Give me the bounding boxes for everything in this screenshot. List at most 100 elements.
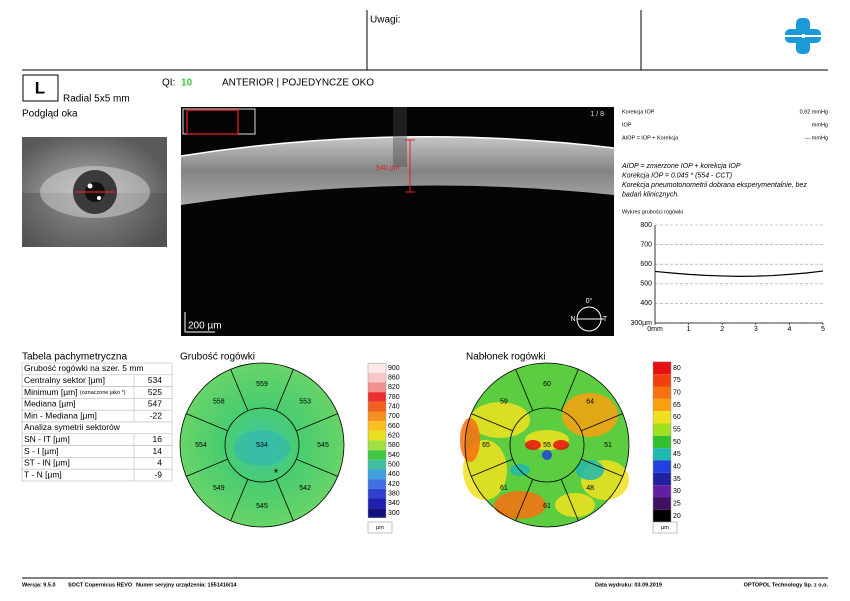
nasal: N [570,316,575,323]
scale-label: 65 [673,402,681,409]
scale-swatch [368,459,386,470]
sector-line [230,479,249,521]
sector-line [275,369,294,411]
chart-title: Wykres grubości rogówki [622,209,683,215]
scale-label: 200 µm [188,321,222,332]
sector-line [186,458,228,477]
scale-label: 780 [388,394,400,401]
scale-swatch [653,509,671,523]
table-value: 534 [148,375,162,385]
table-label: Minimum [µm] [24,387,78,397]
iop-note: Korekcja IOP = 0.045 * (554 - CCT) [622,172,732,179]
sector-value: 558 [213,399,225,406]
x-tick-label: 3 [754,326,758,333]
iop-note: badań klinicznych. [622,191,679,198]
table-section: Analiza symetrii sektorów [24,422,121,432]
oct-image [180,107,615,336]
scale-label: 540 [388,452,400,459]
table-note: (oznaczone jako *) [80,390,126,396]
scale-swatch [368,479,386,489]
qi-value: 10 [181,78,193,89]
table-label: Min - Mediana [µm] [24,410,97,420]
scale-swatch [653,361,671,375]
scale-label: 660 [388,423,400,430]
frame: 1 / 8 [590,111,604,118]
scale-swatch [653,497,671,510]
y-tick-label: 700 [640,241,652,248]
map-texture [555,493,595,517]
scale-swatch [368,430,386,441]
map [460,362,630,528]
scale-label: 55 [673,427,681,434]
map [179,362,345,528]
scale-swatch [653,423,671,436]
map-title: Grubość rogówki [180,352,255,363]
table-label: SN - IT [µm] [24,434,70,444]
sector-value: 554 [195,442,207,449]
scale-swatch [653,386,671,399]
scale-label: 80 [673,365,681,372]
iop-value: --- mmHg [805,135,828,141]
scale-swatch [653,435,671,449]
table-label: Mediana [µm] [24,399,76,409]
sector-value: 553 [299,399,311,406]
table-label: T - N [µm] [24,469,62,479]
sector-value: 61 [543,503,551,510]
scale-label: 25 [673,501,681,508]
table-value: -9 [154,469,162,479]
sector-value: 59 [500,399,508,406]
scale-swatch [653,472,671,486]
scale-label: 50 [673,439,681,446]
table-value: -22 [150,410,163,420]
map-texture [576,460,604,480]
scale-label: 820 [388,384,400,391]
scale-swatch [653,460,671,473]
map-title: Nabłonek rogówki [466,352,546,363]
sector-value: 60 [543,381,551,388]
scale-swatch [368,469,386,480]
scale-label: 70 [673,390,681,397]
table-label: Centralny sektor [µm] [24,375,105,385]
y-tick-label: 600 [640,261,652,268]
scale-swatch [368,411,386,422]
temporal: T [603,316,608,323]
sector-value: 64 [586,399,594,406]
scale-swatch [368,421,386,431]
angle: 0° [586,297,593,305]
table-label: ST - IN [µm] [24,458,70,468]
sector-line [471,458,513,477]
min-marker: * [274,466,279,480]
sector-value: 545 [317,442,329,449]
scale-swatch [368,372,386,383]
sector-line [296,458,338,477]
map-texture [234,430,290,466]
y-tick-label: 400 [640,300,652,307]
scale-label: 340 [388,500,400,507]
protocol: Radial 5x5 mm [63,94,130,105]
scale-label: 45 [673,451,681,458]
iop-label: AIOP = IOP + Korekcja [622,135,679,141]
table-row [21,468,173,482]
table-value: 14 [153,446,163,456]
sector-line [515,479,534,521]
qi-label: QI: [162,78,175,89]
print-date: Data wydruku: 03.09.2019 [595,582,662,588]
sector-line [560,369,579,411]
table-section: Grubość rogówki na szer. 5 mm [24,363,144,373]
scale-swatch [368,392,386,402]
sector-value: 65 [482,442,490,449]
thickness-label: 540 µm [376,165,400,172]
map-texture [494,491,546,519]
eye-box [22,74,59,102]
sector-line [581,413,623,432]
sector-line [471,413,513,432]
sector-value: 51 [604,442,612,449]
unit-label: µm [376,525,384,531]
table-label: S - I [µm] [24,446,59,456]
iop-label: Korekcja IOP [622,109,655,115]
table-value: 16 [153,434,163,444]
version: Wersja: 9.5.0 [22,582,56,588]
scale-swatch [653,411,671,424]
serial: Numer seryjny urządzenia: 1551416/14 [136,582,238,588]
table-value: 4 [157,458,162,468]
